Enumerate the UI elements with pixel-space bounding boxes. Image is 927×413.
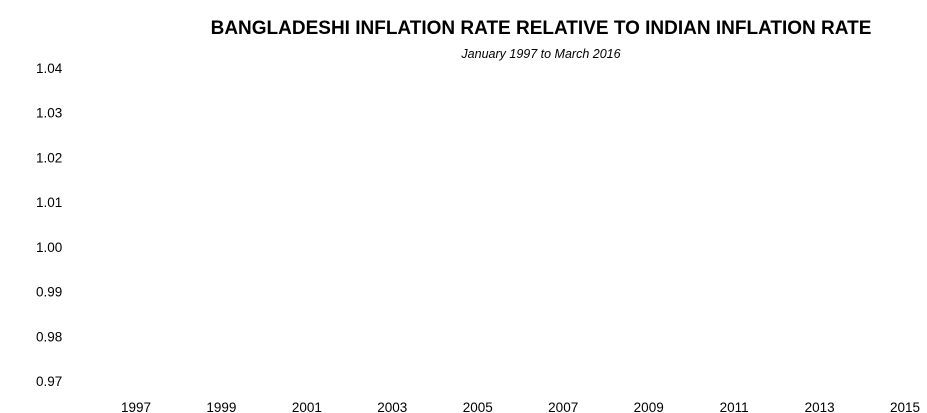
x-tick-label: 2011 — [720, 400, 749, 413]
y-tick-label: 1.04 — [36, 61, 63, 76]
x-tick-label: 2015 — [890, 400, 920, 413]
y-tick-label: 1.03 — [36, 106, 62, 121]
y-tick-label: 1.02 — [36, 150, 62, 165]
y-tick-label: 0.99 — [36, 285, 62, 300]
x-tick-label: 1997 — [121, 400, 151, 413]
x-axis-tick-labels: 1997 1999 2001 2003 2005 2007 2009 2011 2013 2015 — [121, 400, 920, 413]
y-tick-label: 1.01 — [36, 195, 62, 210]
y-axis-tick-labels: 1.04 1.03 1.02 1.01 1.00 0.99 0.98 0.97 — [36, 61, 63, 389]
x-tick-label: 2007 — [548, 400, 578, 413]
x-tick-label: 2009 — [634, 400, 664, 413]
x-tick-label: 2013 — [805, 400, 835, 413]
x-tick-label: 2003 — [377, 400, 407, 413]
y-tick-label: 1.00 — [36, 240, 62, 255]
chart-title: BANGLADESHI INFLATION RATE RELATIVE TO I… — [211, 18, 872, 39]
x-tick-label: 2001 — [292, 400, 322, 413]
x-tick-label: 1999 — [206, 400, 236, 413]
x-tick-label: 2005 — [463, 400, 493, 413]
chart-subtitle: January 1997 to March 2016 — [460, 47, 620, 61]
y-tick-label: 0.97 — [36, 374, 62, 389]
y-tick-label: 0.98 — [36, 329, 62, 344]
